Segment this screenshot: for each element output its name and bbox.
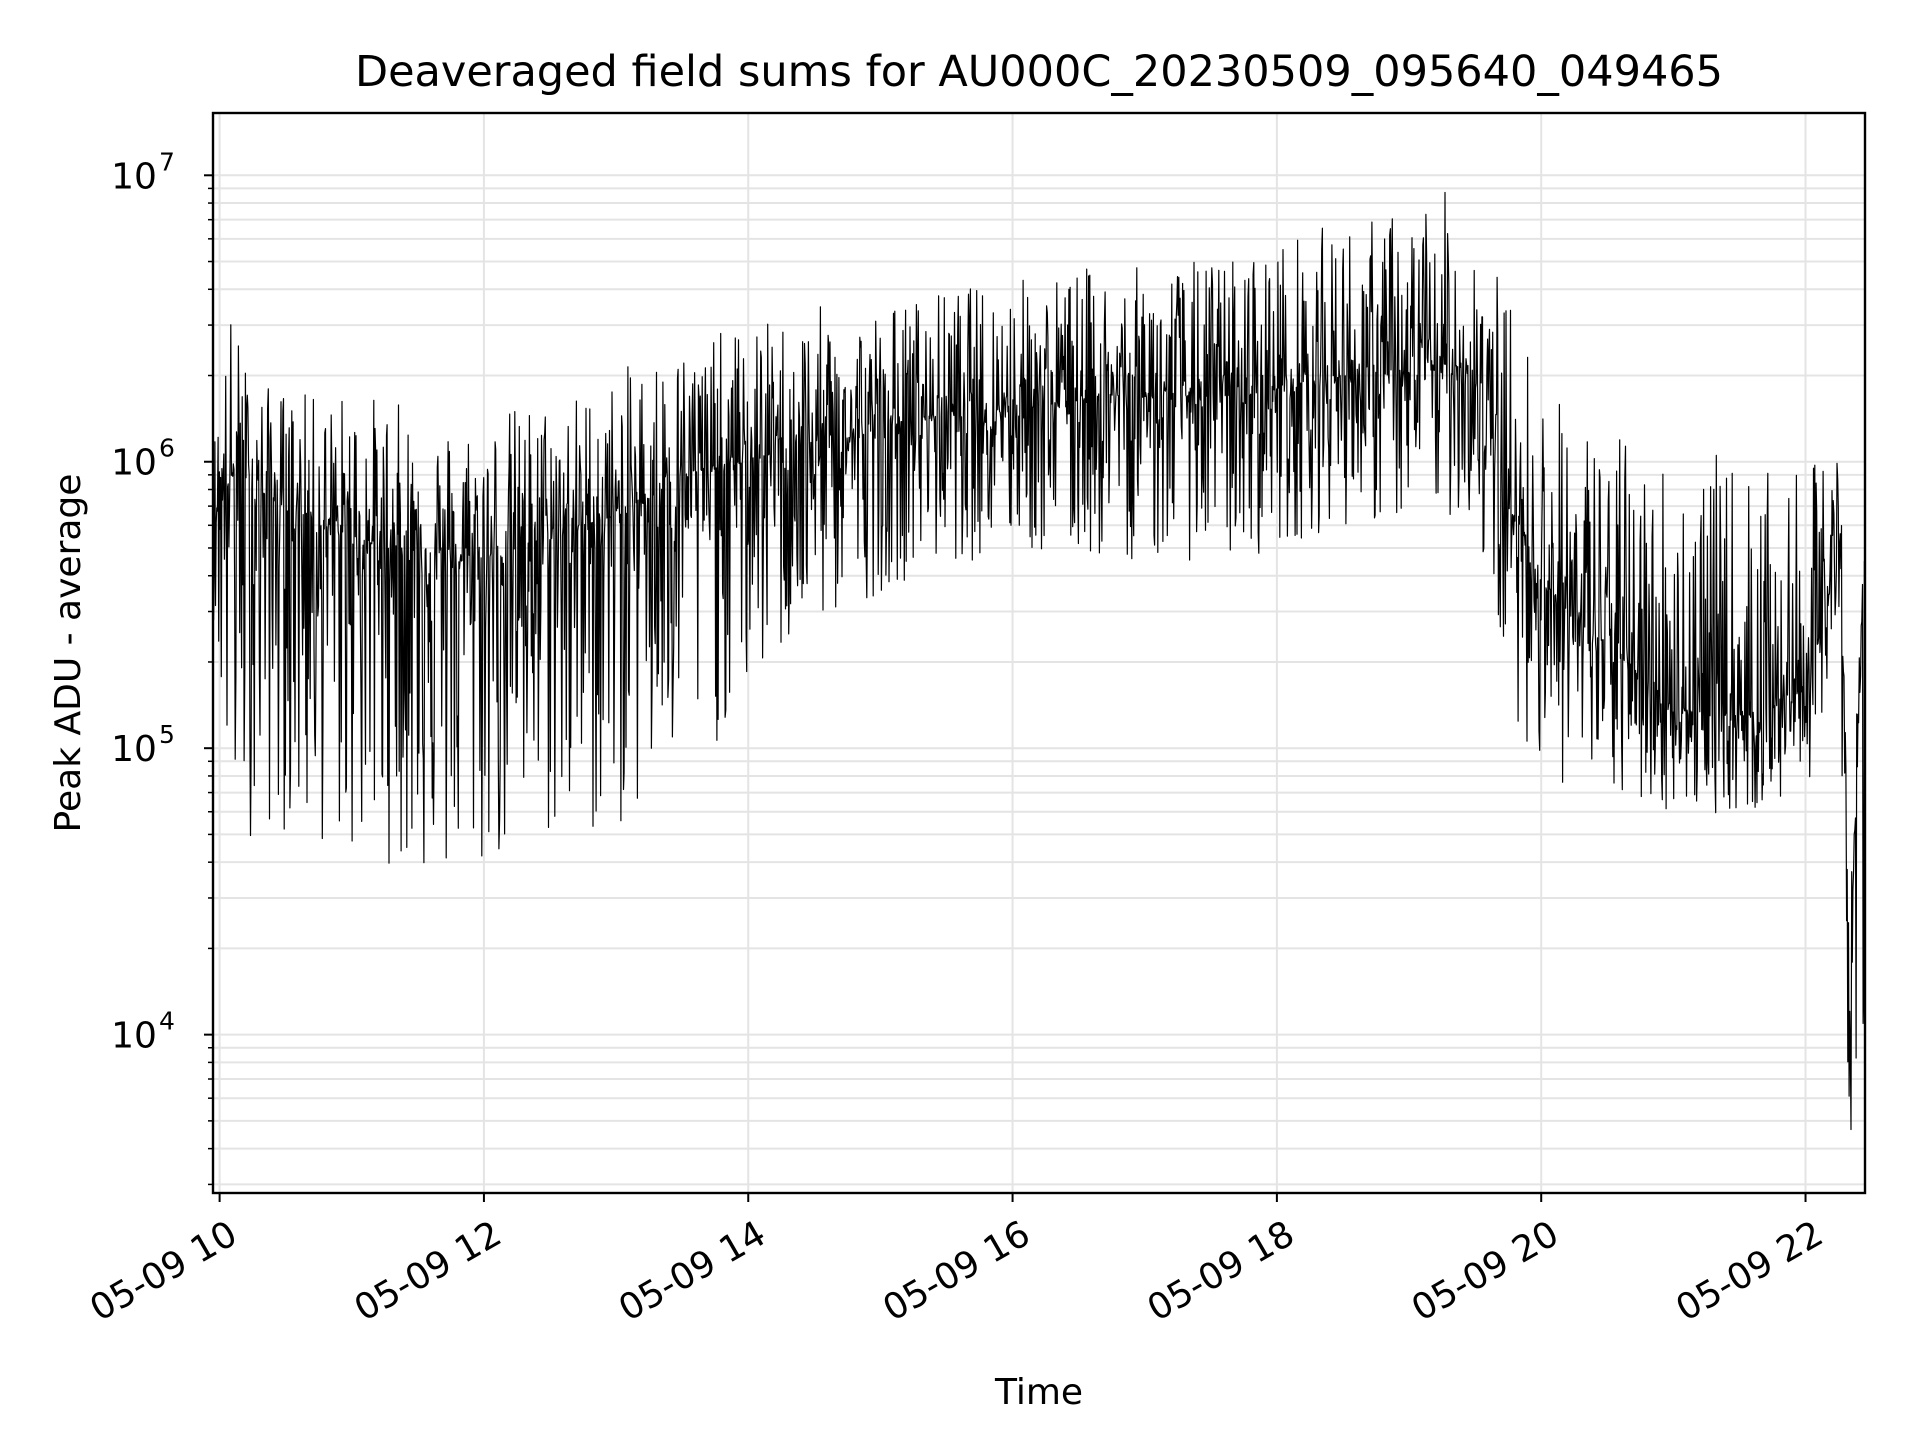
y-axis-label: Peak ADU - average (48, 474, 89, 833)
y-tick-exponent: 5 (159, 720, 175, 749)
series-line (212, 191, 1866, 1131)
plot-frame (211, 111, 1867, 1195)
y-tick-exponent: 6 (159, 434, 175, 463)
x-axis-label: Time (994, 1372, 1083, 1413)
chart-title: Deaveraged field sums for AU000C_2023050… (355, 47, 1723, 97)
series-layer (212, 191, 1866, 1131)
y-tick-exponent: 7 (159, 147, 175, 176)
y-tick-exponent: 4 (159, 1007, 175, 1036)
